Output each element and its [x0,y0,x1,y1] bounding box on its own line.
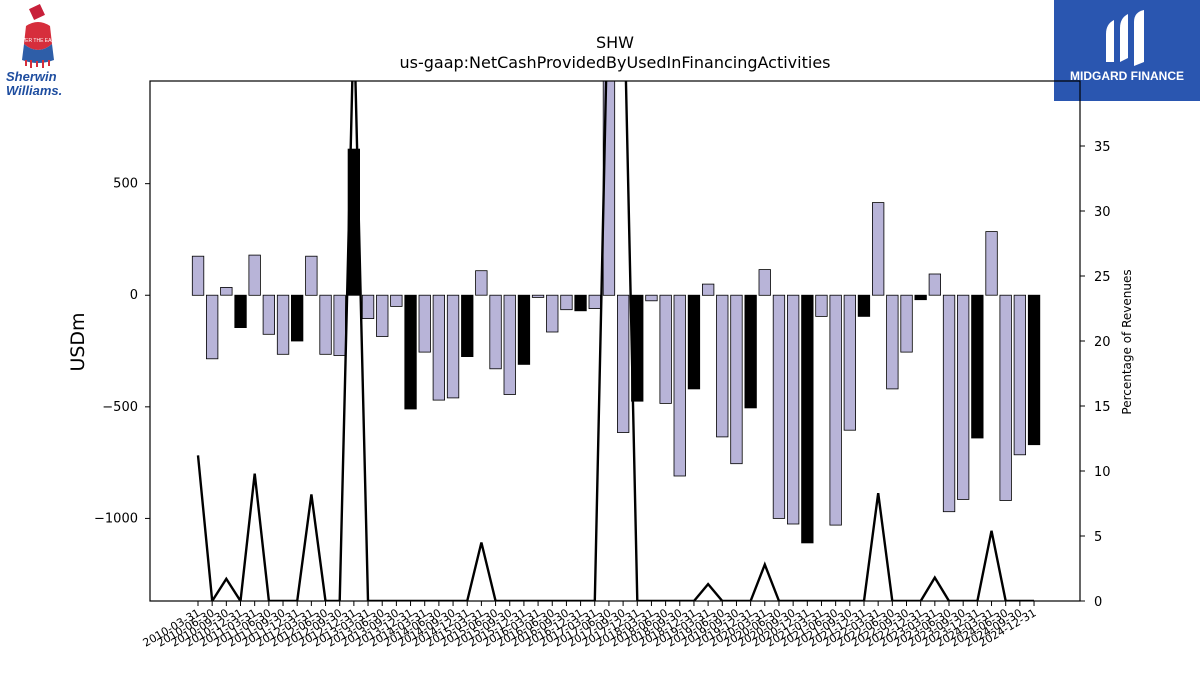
bar-2012-09-30 [333,294,346,356]
bar-2021-12-31 [857,294,871,317]
bar-2019-06-30 [716,294,729,438]
y2-axis-label: Percentage of Revenues [1120,269,1134,414]
logo-text-2: Williams. [6,83,62,98]
bar-2019-12-31 [744,294,757,409]
bar-2014-09-30 [446,294,460,399]
bars [191,81,1041,544]
y2-tick-label: 0 [1094,595,1102,610]
bar-2018-12-31 [687,294,701,390]
bar-2015-09-30 [503,294,516,395]
y-tick-label: 0 [130,288,138,303]
bar-2021-03-31 [815,294,828,317]
y-axis-ticks: 500 0 −500 −1000 [94,177,150,526]
bar-2020-12-31 [801,294,814,544]
bar-2015-03-31 [475,270,488,296]
bar-2024-09-30 [1013,294,1026,456]
bar-2022-09-30 [900,294,913,353]
bar-2016-12-31 [574,294,587,312]
bar-2021-06-30 [829,294,842,526]
bar-2018-09-30 [673,294,686,477]
bar-2011-03-31 [248,254,261,296]
bar-2011-12-31 [290,294,304,342]
midgard-logo-mark: MIDGARD FINANCE [1070,10,1184,83]
bar-2014-03-31 [418,294,431,353]
bar-2012-06-30 [319,294,332,355]
bar-2018-06-30 [659,294,672,404]
bar-2024-12-31 [1027,294,1041,446]
y2-tick-label: 10 [1094,465,1111,480]
bar-2010-09-30 [220,286,233,296]
x-axis-ticks: 2010-03-312010-06-302010-09-302010-12-31… [141,601,1039,650]
bar-2018-03-31 [645,294,658,302]
bar-2024-03-31 [985,231,998,296]
y2-tick-label: 5 [1094,530,1102,545]
bar-2014-06-30 [432,294,446,401]
bar-2024-06-30 [999,294,1012,501]
bar-2011-09-30 [276,294,290,355]
bar-2023-12-31 [971,294,984,439]
plot-frame [149,80,1081,602]
bar-2020-06-30 [772,294,786,519]
chart-title: SHW [596,33,634,52]
bar-2010-12-31 [234,294,247,329]
bar-2013-09-30 [390,294,403,307]
y2-tick-label: 15 [1094,400,1111,415]
bar-2014-12-31 [461,294,474,358]
bar-2020-09-30 [787,294,800,525]
y2-axis-ticks: 0 5 10 15 20 25 30 35 [1080,140,1111,610]
bar-2017-09-30 [617,294,630,433]
bar-2019-09-30 [730,294,743,465]
bar-2022-12-31 [914,294,927,301]
bar-2013-12-31 [404,294,417,410]
bar-2017-06-30 [602,81,616,296]
y2-tick-label: 25 [1094,270,1111,285]
bar-2015-12-31 [517,294,531,365]
y2-tick-label: 35 [1094,140,1111,155]
y-tick-label: −1000 [94,511,138,526]
bar-2023-06-30 [942,294,956,513]
bar-2023-03-31 [928,273,941,296]
bar-2016-09-30 [560,294,573,311]
y-axis-label: USDm [67,312,89,371]
bar-2011-06-30 [262,294,276,335]
y-tick-label: −500 [102,400,138,415]
y2-tick-label: 20 [1094,335,1111,350]
bar-2015-06-30 [489,294,502,370]
bar-2010-03-31 [191,255,205,296]
bar-2022-06-30 [886,294,899,390]
bar-2012-03-31 [305,255,318,296]
bar-2019-03-31 [702,283,715,296]
bar-2022-03-31 [872,202,885,296]
sherwin-williams-logo: COVER THE EARTH Sherwin Williams. [4,4,76,100]
midgard-finance-logo: MIDGARD FINANCE [1054,0,1200,101]
bar-2016-06-30 [546,294,559,333]
bar-2021-09-30 [843,294,856,431]
bar-2010-06-30 [205,294,219,360]
chart-subtitle: us-gaap:NetCashProvidedByUsedInFinancing… [399,53,830,72]
seal-text: COVER THE EARTH [14,38,62,44]
bar-2013-06-30 [376,294,389,337]
bar-2017-03-31 [588,294,601,310]
y2-tick-label: 30 [1094,205,1111,220]
bar-2023-09-30 [957,294,970,500]
sherwin-williams-logo-mark: COVER THE EARTH Sherwin Williams. [6,4,62,98]
logo-text-1: Sherwin [6,69,57,84]
bar-2020-03-31 [758,269,771,296]
logo-text: MIDGARD FINANCE [1070,69,1184,83]
bar-2013-03-31 [361,294,375,320]
y-tick-label: 500 [113,177,138,192]
bar-2016-03-31 [531,294,545,298]
